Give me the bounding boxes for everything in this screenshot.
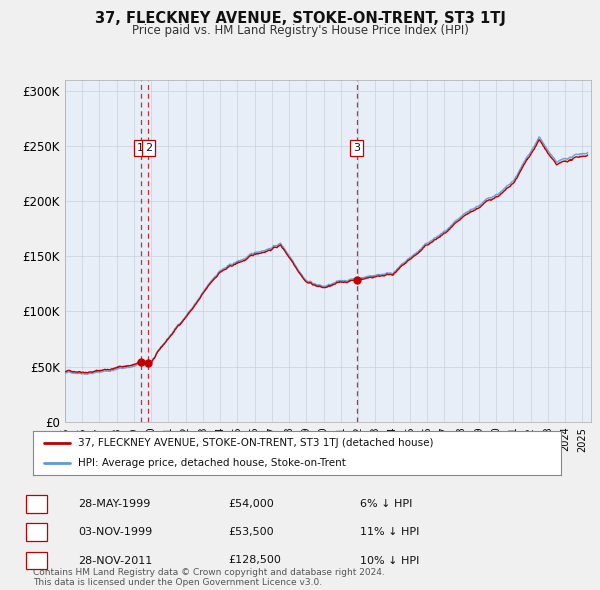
Text: 2: 2 <box>145 143 152 153</box>
Text: £53,500: £53,500 <box>228 527 274 537</box>
Text: £54,000: £54,000 <box>228 499 274 509</box>
Text: 37, FLECKNEY AVENUE, STOKE-ON-TRENT, ST3 1TJ (detached house): 37, FLECKNEY AVENUE, STOKE-ON-TRENT, ST3… <box>78 438 433 448</box>
Text: 28-MAY-1999: 28-MAY-1999 <box>78 499 151 509</box>
Text: 03-NOV-1999: 03-NOV-1999 <box>78 527 152 537</box>
Text: 10% ↓ HPI: 10% ↓ HPI <box>360 556 419 565</box>
Text: 3: 3 <box>34 556 41 565</box>
Text: Price paid vs. HM Land Registry's House Price Index (HPI): Price paid vs. HM Land Registry's House … <box>131 24 469 37</box>
Text: £128,500: £128,500 <box>228 556 281 565</box>
Text: 2: 2 <box>34 527 41 537</box>
Text: 11% ↓ HPI: 11% ↓ HPI <box>360 527 419 537</box>
Text: 28-NOV-2011: 28-NOV-2011 <box>78 556 152 565</box>
Text: 1: 1 <box>34 499 41 509</box>
Text: 3: 3 <box>353 143 360 153</box>
Text: 37, FLECKNEY AVENUE, STOKE-ON-TRENT, ST3 1TJ: 37, FLECKNEY AVENUE, STOKE-ON-TRENT, ST3… <box>95 11 505 25</box>
Text: Contains HM Land Registry data © Crown copyright and database right 2024.
This d: Contains HM Land Registry data © Crown c… <box>33 568 385 587</box>
Text: 1: 1 <box>137 143 143 153</box>
Text: 6% ↓ HPI: 6% ↓ HPI <box>360 499 412 509</box>
Text: HPI: Average price, detached house, Stoke-on-Trent: HPI: Average price, detached house, Stok… <box>78 458 346 467</box>
